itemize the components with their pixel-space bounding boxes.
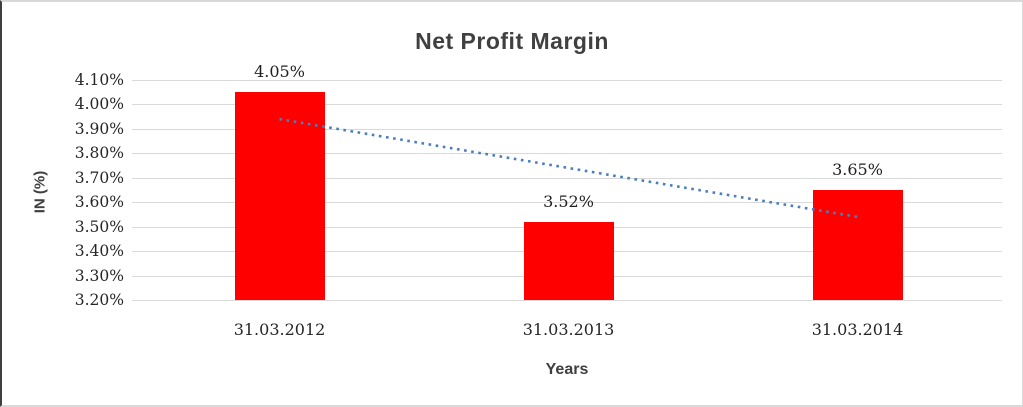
y-tick-label: 3.70%	[74, 168, 124, 187]
y-tick-label: 3.20%	[74, 291, 124, 309]
bar	[234, 92, 325, 300]
gridline	[132, 300, 1002, 301]
y-tick-label: 4.10%	[74, 71, 124, 89]
y-tick-label: 4.00%	[74, 95, 124, 114]
y-tick-label: 3.40%	[74, 242, 124, 261]
bar	[523, 221, 614, 300]
y-tick-label: 3.30%	[74, 266, 124, 285]
bar-data-label: 3.52%	[543, 191, 594, 211]
bar	[812, 190, 903, 300]
x-category-label: 31.03.2012	[233, 320, 326, 339]
y-tick-label: 3.60%	[74, 193, 124, 212]
bar-data-label: 3.65%	[832, 160, 883, 179]
gridline	[132, 104, 1002, 106]
gridline	[132, 80, 1002, 81]
x-category-label: 31.03.2013	[522, 320, 615, 339]
x-category-label: 31.03.2014	[811, 320, 904, 339]
y-tick-label: 3.50%	[74, 217, 124, 236]
y-axis-title: IN (%)	[31, 170, 49, 214]
x-axis-title: Years	[545, 361, 589, 378]
y-tick-label: 3.80%	[74, 144, 124, 163]
chart-title: Net Profit Margin	[415, 28, 609, 54]
bar-data-label: 4.05%	[254, 62, 305, 82]
y-tick-label: 3.90%	[74, 119, 124, 138]
